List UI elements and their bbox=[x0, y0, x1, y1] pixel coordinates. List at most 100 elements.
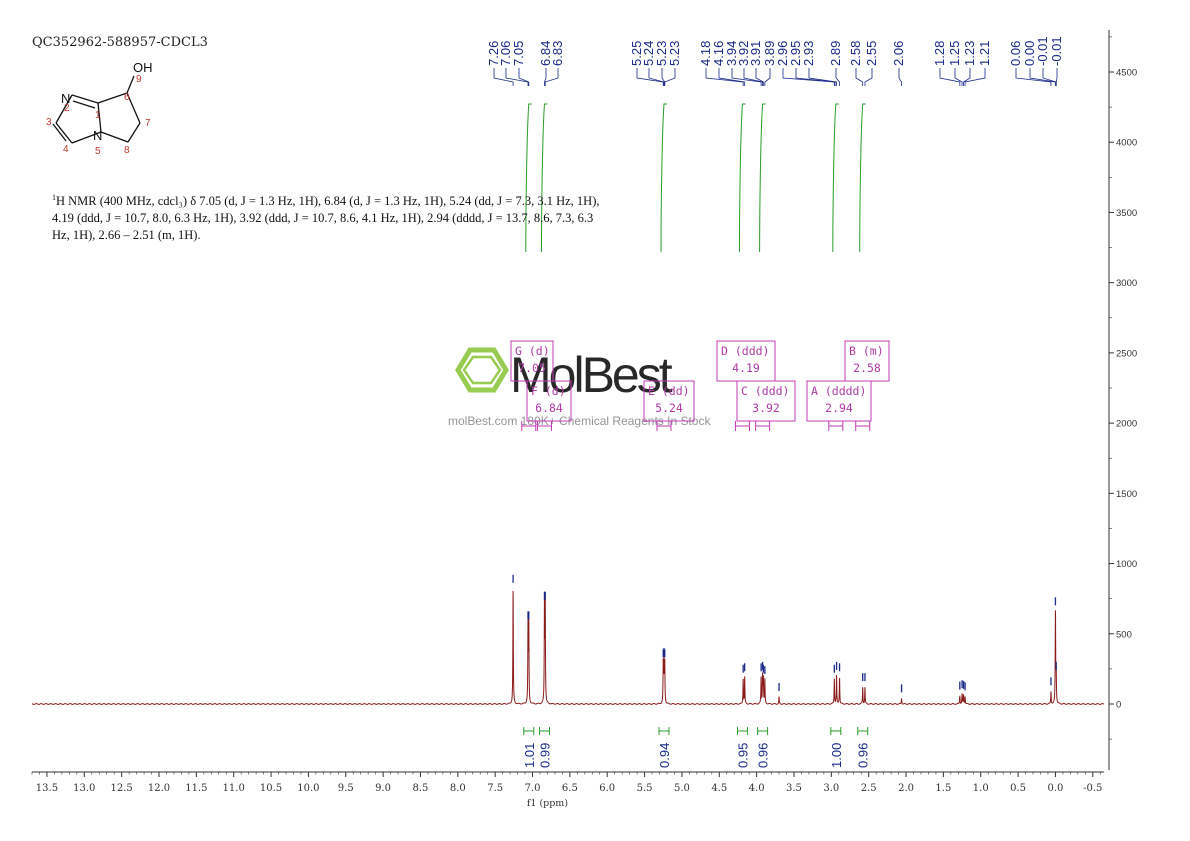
multiplet-shift: 5.24 bbox=[655, 401, 683, 415]
peak-leader-line bbox=[808, 68, 837, 86]
multiplet-name: F (d) bbox=[531, 384, 566, 398]
benzene-logo-icon bbox=[455, 347, 509, 393]
integral-value: 0.94 bbox=[657, 743, 672, 768]
peak-shift-label: 5.25 bbox=[629, 41, 644, 66]
x-tick-label: 13.5 bbox=[36, 783, 58, 794]
peak-shift-label: 4.18 bbox=[698, 41, 713, 66]
peak-shift-label: 5.23 bbox=[654, 41, 669, 66]
peak-leader-line bbox=[544, 68, 547, 86]
multiplet-name: D (ddd) bbox=[721, 344, 769, 358]
peak-leader-line bbox=[518, 68, 530, 86]
y-tick-label: 4500 bbox=[1116, 68, 1137, 79]
peak-leader-line bbox=[964, 68, 986, 86]
atom-number: 8 bbox=[124, 145, 130, 156]
peak-leader-line bbox=[954, 68, 963, 86]
molbest-watermark: MolBest molBest.com 180K+ Chemical Reage… bbox=[448, 347, 711, 428]
integral-curve bbox=[832, 103, 839, 253]
multiplet-shift: 2.94 bbox=[825, 401, 853, 415]
multiplet-name: G (d) bbox=[515, 344, 550, 358]
x-tick-label: 2.0 bbox=[898, 783, 914, 794]
multiplet-labels: G (d) 7.05 F (d) 6.84 E (dd) 5.24 D (ddd) 4.19 C… bbox=[510, 340, 890, 431]
x-tick-label: 9.0 bbox=[375, 783, 391, 794]
peak-leader-line bbox=[664, 68, 676, 86]
integral-curve bbox=[540, 103, 548, 253]
x-tick-label: 4.0 bbox=[749, 783, 765, 794]
integral-value: 0.96 bbox=[856, 743, 871, 768]
x-tick-label: 3.0 bbox=[823, 783, 839, 794]
peak-leader-line bbox=[648, 68, 665, 86]
peak-leader-line bbox=[939, 68, 961, 86]
multiplet-shift: 6.84 bbox=[535, 401, 563, 415]
atom-number: 6 bbox=[124, 92, 130, 103]
x-tick-label: 11.5 bbox=[185, 783, 207, 794]
integral-curve bbox=[738, 103, 746, 253]
peak-leader-line bbox=[1042, 68, 1057, 86]
integral-value: 0.96 bbox=[756, 743, 771, 768]
x-tick-label: 12.5 bbox=[111, 783, 133, 794]
peak-leader-line bbox=[493, 68, 514, 86]
multiplet-name: C (ddd) bbox=[741, 384, 789, 398]
peak-leader-line bbox=[755, 68, 764, 86]
atom-number: 7 bbox=[145, 118, 151, 129]
peak-shift-label: -0.01 bbox=[1035, 36, 1050, 66]
x-tick-label: 13.0 bbox=[73, 783, 95, 794]
y-tick-label: 3000 bbox=[1116, 278, 1137, 289]
peak-shift-label: 3.89 bbox=[762, 41, 777, 66]
integral-value: 0.99 bbox=[537, 743, 552, 768]
peak-leader-line bbox=[782, 68, 835, 86]
x-tick-label: 0.0 bbox=[1047, 783, 1063, 794]
x-tick-label: 2.5 bbox=[861, 783, 877, 794]
peak-shift-label: -0.01 bbox=[1049, 36, 1064, 66]
x-tick-label: 3.5 bbox=[786, 783, 802, 794]
peak-leader-line bbox=[705, 68, 744, 86]
y-tick-label: 2000 bbox=[1116, 419, 1137, 430]
multiplet-shift: 4.19 bbox=[732, 361, 760, 375]
peak-shift-label: 6.84 bbox=[538, 41, 553, 66]
spectrum-trace bbox=[31, 590, 1105, 705]
x-tick-label: 0.5 bbox=[1010, 783, 1026, 794]
atom-label: OH bbox=[133, 60, 153, 75]
peak-leader-line bbox=[898, 68, 902, 86]
x-tick-label: 6.0 bbox=[599, 783, 615, 794]
x-tick-label: 8.5 bbox=[413, 783, 429, 794]
peak-shift-label: 3.92 bbox=[736, 41, 751, 66]
x-tick-label: 1.5 bbox=[935, 783, 951, 794]
integral-curve bbox=[859, 103, 866, 253]
atom-number: 5 bbox=[95, 146, 101, 157]
peak-shift-label: 1.25 bbox=[947, 41, 962, 66]
peak-leader-line bbox=[795, 68, 836, 86]
multiplet-shift: 3.92 bbox=[752, 401, 780, 415]
peak-leader-line bbox=[505, 68, 529, 86]
peak-leader-line bbox=[1015, 68, 1052, 86]
integral-value: 1.01 bbox=[522, 743, 537, 768]
nmr-superscript: 1 bbox=[52, 193, 56, 202]
nmr-description: 1H NMR (400 MHz, cdcl₃) δ 7.05 (d, J = 1… bbox=[52, 189, 612, 244]
multiplet-name: B (m) bbox=[849, 344, 884, 358]
peak-leader-line bbox=[743, 68, 764, 86]
peak-shift-label: 2.93 bbox=[801, 41, 816, 66]
y-tick-label: 3500 bbox=[1116, 208, 1137, 219]
peak-leader-line bbox=[864, 68, 873, 86]
atom-label: N bbox=[61, 91, 70, 106]
watermark-brand: MolBest bbox=[510, 347, 673, 403]
peak-shift-label: 3.94 bbox=[724, 41, 739, 66]
x-tick-label: 7.0 bbox=[525, 783, 541, 794]
x-tick-label: 11.0 bbox=[223, 783, 245, 794]
nmr-description-text: H NMR (400 MHz, cdcl₃) δ 7.05 (d, J = 1.… bbox=[52, 194, 600, 243]
atom-number: 1 bbox=[95, 110, 101, 121]
peak-leader-line bbox=[636, 68, 664, 86]
y-tick-label: 1500 bbox=[1116, 489, 1137, 500]
atom-number: 9 bbox=[136, 74, 142, 85]
x-tick-label: 5.0 bbox=[674, 783, 690, 794]
y-tick-label: 500 bbox=[1116, 629, 1132, 640]
y-tick-label: 4000 bbox=[1116, 138, 1137, 149]
integral-value: 0.95 bbox=[735, 743, 750, 768]
peak-shift-label: 2.55 bbox=[864, 41, 879, 66]
peak-shift-label: 7.26 bbox=[486, 41, 501, 66]
atom-label: N bbox=[93, 128, 102, 143]
x-tick-label: -0.5 bbox=[1083, 783, 1102, 794]
multiplet-box bbox=[736, 380, 796, 422]
peak-shift-label: 5.23 bbox=[667, 41, 682, 66]
peak-leader-line bbox=[855, 68, 864, 86]
chart-axes: 13.5 13.0 12.5 12.0 11.5 11.0 10.5 10.0 9.5 9.0 8.… bbox=[31, 30, 1137, 794]
